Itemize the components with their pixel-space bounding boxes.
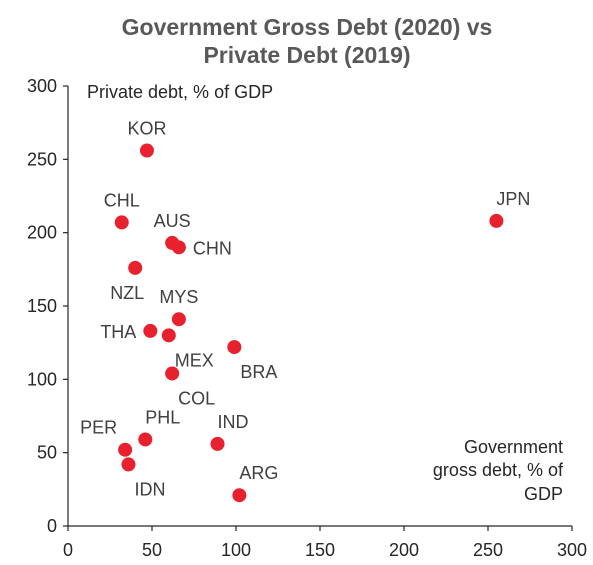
y-tick-label: 250 xyxy=(27,149,57,169)
point-label-chn: CHN xyxy=(193,238,232,258)
x-tick-label: 100 xyxy=(221,540,251,560)
point-idn xyxy=(121,457,136,472)
point-label-per: PER xyxy=(80,418,117,438)
point-label-bra: BRA xyxy=(240,362,277,382)
chart-title-line-1: Government Gross Debt (2020) vs xyxy=(122,14,493,40)
x-axis-label-line-3: GDP xyxy=(524,484,563,504)
point-label-col: COL xyxy=(178,388,215,408)
point-label-idn: IDN xyxy=(134,479,165,499)
x-tick-label: 300 xyxy=(557,540,587,560)
y-tick-label: 150 xyxy=(27,296,57,316)
point-phl xyxy=(138,432,153,447)
point-label-nzl: NZL xyxy=(110,283,144,303)
point-per xyxy=(118,442,133,457)
point-label-jpn: JPN xyxy=(496,189,530,209)
data-points xyxy=(114,143,504,503)
x-tick-label: 250 xyxy=(473,540,503,560)
y-tick-label: 100 xyxy=(27,369,57,389)
point-ind xyxy=(210,436,225,451)
point-label-arg: ARG xyxy=(239,463,278,483)
point-chn xyxy=(171,240,186,255)
point-chl xyxy=(114,215,129,230)
point-arg xyxy=(232,488,247,503)
point-mys xyxy=(171,312,186,327)
y-tick-label: 0 xyxy=(47,516,57,536)
x-tick-label: 200 xyxy=(389,540,419,560)
y-tick-label: 300 xyxy=(27,76,57,96)
x-axis-label: Government gross debt, % of GDP xyxy=(433,437,564,504)
y-tick-label: 200 xyxy=(27,223,57,243)
point-label-kor: KOR xyxy=(127,119,166,139)
x-tick-label: 50 xyxy=(142,540,162,560)
chart-title: Government Gross Debt (2020) vs Private … xyxy=(122,14,493,68)
point-jpn xyxy=(489,213,504,228)
point-label-tha: THA xyxy=(100,322,136,342)
point-label-ind: IND xyxy=(218,412,249,432)
y-axis-label: Private debt, % of GDP xyxy=(87,82,273,102)
point-nzl xyxy=(128,260,143,275)
point-label-aus: AUS xyxy=(154,211,191,231)
chart-title-line-2: Private Debt (2019) xyxy=(203,42,410,68)
point-bra xyxy=(227,340,242,355)
point-tha xyxy=(143,323,158,338)
y-tick-label: 50 xyxy=(37,443,57,463)
point-label-mex: MEX xyxy=(175,350,214,370)
point-mex xyxy=(161,328,176,343)
x-axis-label-line-2: gross debt, % of xyxy=(433,460,564,480)
point-label-phl: PHL xyxy=(145,407,180,427)
point-col xyxy=(165,366,180,381)
x-tick-label: 150 xyxy=(305,540,335,560)
point-label-chl: CHL xyxy=(104,190,140,210)
point-label-mys: MYS xyxy=(159,287,198,307)
x-axis-label-line-1: Government xyxy=(464,437,563,457)
y-ticks: 0 50 100 150 200 250 300 xyxy=(27,76,68,536)
x-tick-label: 0 xyxy=(63,540,73,560)
point-kor xyxy=(139,143,154,158)
x-ticks: 0 50 100 150 200 250 300 xyxy=(63,526,587,560)
